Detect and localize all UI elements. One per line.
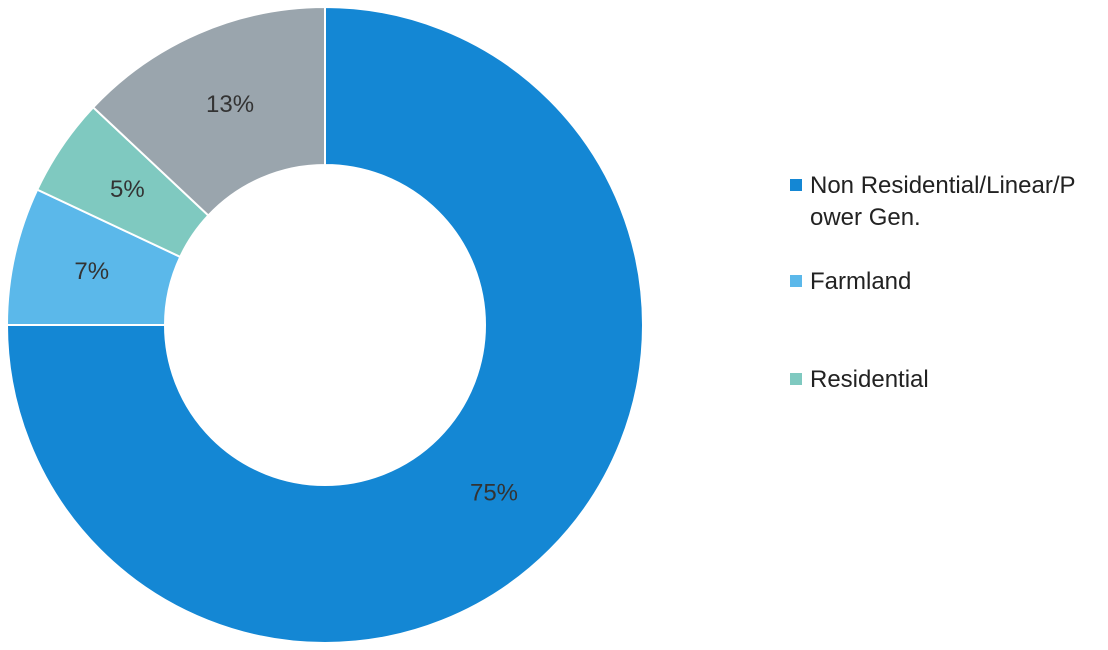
legend-item-farmland: Farmland bbox=[790, 266, 1080, 298]
legend-swatch-residential bbox=[790, 373, 802, 385]
slice-label-other: 13% bbox=[206, 91, 254, 118]
slice-label-residential: 5% bbox=[110, 176, 145, 203]
legend-label-residential: Residential bbox=[810, 366, 929, 393]
legend-label-farmland: Farmland bbox=[810, 268, 912, 295]
legend-item-non-residential: Non Residential/Linear/Power Gen. bbox=[790, 170, 1080, 234]
slice-label-non-residential: 75% bbox=[470, 479, 518, 506]
legend-item-residential: Residential bbox=[790, 364, 1080, 396]
legend-swatch-farmland bbox=[790, 275, 802, 287]
donut-slice-other bbox=[91, 5, 326, 217]
legend-swatch-non-residential bbox=[790, 179, 802, 191]
donut-slice-non-residential bbox=[5, 5, 644, 644]
legend-label-non-residential: Non Residential/Linear/Power Gen. bbox=[810, 172, 1076, 231]
slice-label-farmland: 7% bbox=[74, 258, 109, 285]
